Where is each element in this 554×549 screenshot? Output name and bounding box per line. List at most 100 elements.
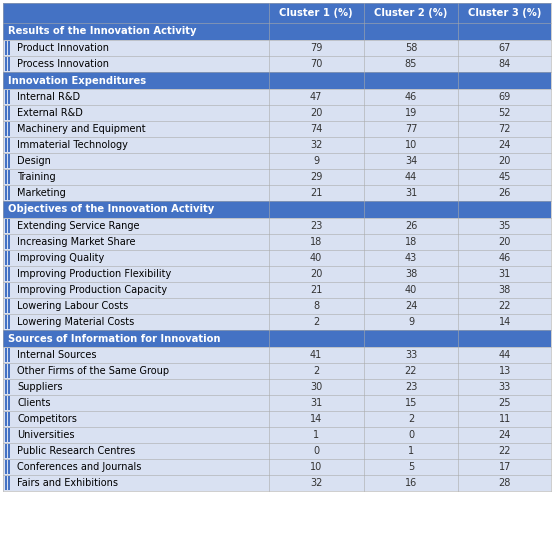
- Text: 79: 79: [310, 43, 322, 53]
- Text: 44: 44: [499, 350, 511, 360]
- Bar: [8, 348, 10, 362]
- Bar: [5, 251, 7, 265]
- Text: 26: 26: [499, 188, 511, 198]
- Text: Immaterial Technology: Immaterial Technology: [17, 140, 128, 150]
- Text: 69: 69: [499, 92, 511, 102]
- Bar: [5, 186, 7, 200]
- Text: 38: 38: [405, 269, 417, 279]
- Bar: [3, 153, 551, 169]
- Text: 11: 11: [499, 414, 511, 424]
- Bar: [8, 41, 10, 55]
- Bar: [8, 476, 10, 490]
- Bar: [3, 201, 551, 218]
- Bar: [8, 444, 10, 458]
- Text: Sources of Information for Innovation: Sources of Information for Innovation: [8, 333, 220, 344]
- Bar: [8, 283, 10, 297]
- Text: Process Innovation: Process Innovation: [17, 59, 109, 69]
- Bar: [5, 476, 7, 490]
- Text: 0: 0: [408, 430, 414, 440]
- Text: 31: 31: [405, 188, 417, 198]
- Bar: [8, 251, 10, 265]
- Bar: [3, 395, 551, 411]
- Text: 25: 25: [499, 398, 511, 408]
- Text: 8: 8: [313, 301, 319, 311]
- Text: 2: 2: [313, 366, 319, 376]
- Text: Training: Training: [17, 172, 55, 182]
- Bar: [3, 459, 551, 475]
- Text: 17: 17: [499, 462, 511, 472]
- Bar: [5, 106, 7, 120]
- Text: 1: 1: [313, 430, 319, 440]
- Bar: [8, 396, 10, 410]
- Text: 20: 20: [499, 237, 511, 247]
- Bar: [3, 56, 551, 72]
- Bar: [5, 380, 7, 394]
- Bar: [5, 299, 7, 313]
- Text: 47: 47: [310, 92, 322, 102]
- Bar: [8, 364, 10, 378]
- Bar: [3, 121, 551, 137]
- Text: Marketing: Marketing: [17, 188, 66, 198]
- Text: 70: 70: [310, 59, 322, 69]
- Text: Improving Production Flexibility: Improving Production Flexibility: [17, 269, 171, 279]
- Text: 9: 9: [408, 317, 414, 327]
- Bar: [5, 235, 7, 249]
- Text: 41: 41: [310, 350, 322, 360]
- Bar: [5, 57, 7, 71]
- Text: 14: 14: [499, 317, 511, 327]
- Text: Universities: Universities: [17, 430, 74, 440]
- Text: Results of the Innovation Activity: Results of the Innovation Activity: [8, 26, 197, 36]
- Text: 30: 30: [310, 382, 322, 392]
- Bar: [5, 154, 7, 168]
- Bar: [3, 298, 551, 314]
- Text: 15: 15: [405, 398, 417, 408]
- Bar: [3, 411, 551, 427]
- Bar: [8, 90, 10, 104]
- Text: 40: 40: [310, 253, 322, 263]
- Bar: [5, 364, 7, 378]
- Text: 84: 84: [499, 59, 511, 69]
- Bar: [8, 460, 10, 474]
- Bar: [8, 219, 10, 233]
- Text: 18: 18: [310, 237, 322, 247]
- Text: 45: 45: [499, 172, 511, 182]
- Text: Product Innovation: Product Innovation: [17, 43, 109, 53]
- Text: 52: 52: [499, 108, 511, 118]
- Bar: [5, 315, 7, 329]
- Text: 72: 72: [499, 124, 511, 134]
- Bar: [3, 234, 551, 250]
- Text: 1: 1: [408, 446, 414, 456]
- Text: 74: 74: [310, 124, 322, 134]
- Text: 24: 24: [499, 140, 511, 150]
- Text: Other Firms of the Same Group: Other Firms of the Same Group: [17, 366, 169, 376]
- Bar: [5, 412, 7, 426]
- Text: Extending Service Range: Extending Service Range: [17, 221, 140, 231]
- Bar: [8, 138, 10, 152]
- Text: 19: 19: [405, 108, 417, 118]
- Text: 46: 46: [405, 92, 417, 102]
- Text: Competitors: Competitors: [17, 414, 77, 424]
- Text: 43: 43: [405, 253, 417, 263]
- Text: 0: 0: [313, 446, 319, 456]
- Text: 22: 22: [405, 366, 417, 376]
- Bar: [5, 41, 7, 55]
- Bar: [5, 90, 7, 104]
- Text: Increasing Market Share: Increasing Market Share: [17, 237, 136, 247]
- Bar: [3, 379, 551, 395]
- Bar: [5, 138, 7, 152]
- Bar: [3, 330, 551, 347]
- Bar: [8, 315, 10, 329]
- Text: 34: 34: [405, 156, 417, 166]
- Text: 14: 14: [310, 414, 322, 424]
- Text: Lowering Labour Costs: Lowering Labour Costs: [17, 301, 128, 311]
- Bar: [5, 428, 7, 442]
- Bar: [3, 363, 551, 379]
- Text: 31: 31: [499, 269, 511, 279]
- Bar: [3, 23, 551, 40]
- Bar: [3, 185, 551, 201]
- Bar: [5, 170, 7, 184]
- Bar: [5, 219, 7, 233]
- Text: Clients: Clients: [17, 398, 50, 408]
- Bar: [5, 283, 7, 297]
- Text: 9: 9: [313, 156, 319, 166]
